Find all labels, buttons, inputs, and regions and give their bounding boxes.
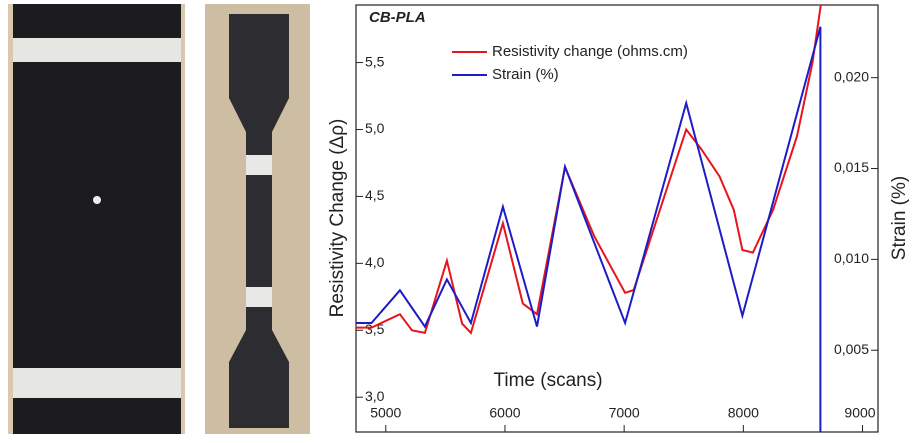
x-tick-label: 7000 <box>609 405 640 421</box>
photo-plate <box>8 4 185 434</box>
photo-dogbone <box>205 4 310 434</box>
x-tick-label: 9000 <box>844 405 875 421</box>
y-tick-label: 5,5 <box>365 53 385 69</box>
y-tick-label: 5,0 <box>365 120 385 136</box>
x-tick-label: 6000 <box>489 405 520 421</box>
y-tick-label: 3,0 <box>365 388 385 404</box>
series-line <box>356 26 822 432</box>
tape <box>13 38 181 62</box>
y2-tick-label: 0,015 <box>834 159 869 175</box>
y2-tick-label: 0,020 <box>834 68 869 84</box>
annotation: CB-PLA <box>369 9 426 26</box>
tape <box>246 155 272 175</box>
legend-label: Resistivity change (ohms.cm) <box>492 43 688 60</box>
x-tick-label: 8000 <box>728 405 759 421</box>
y-tick-label: 3,5 <box>365 321 385 337</box>
y2-tick-label: 0,010 <box>834 250 869 266</box>
y2-axis-title: Strain (%) <box>889 176 910 260</box>
y-tick-label: 4,5 <box>365 187 385 203</box>
legend-label: Strain (%) <box>492 66 559 83</box>
dogbone <box>229 14 289 428</box>
tape <box>246 287 272 307</box>
annotation: Time (scans) <box>493 370 602 391</box>
series-line <box>356 5 822 335</box>
plate <box>13 4 181 434</box>
y-axis-title: Resistivity Change (Δρ) <box>327 119 348 318</box>
y2-tick-label: 0,005 <box>834 341 869 357</box>
hole <box>93 196 101 204</box>
x-tick-label: 5000 <box>370 405 401 421</box>
tape <box>13 368 181 398</box>
plot-frame <box>355 4 879 433</box>
y-tick-label: 4,0 <box>365 254 385 270</box>
